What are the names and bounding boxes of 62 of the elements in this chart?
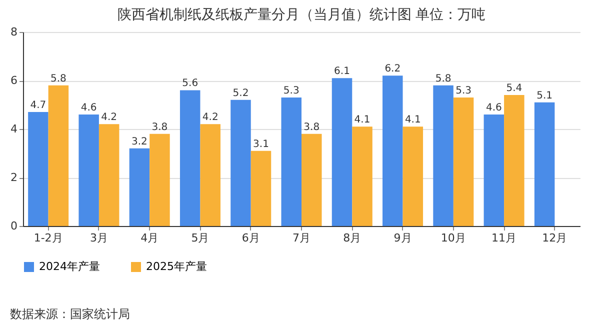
x-tick-label: 6月 — [242, 232, 260, 244]
bar — [382, 76, 403, 226]
y-tick-label: 4 — [10, 122, 18, 136]
legend-label: 2024年产量 — [39, 260, 100, 273]
data-label: 5.8 — [50, 73, 66, 84]
x-tick-label: 11月 — [492, 232, 517, 244]
data-label: 3.8 — [304, 122, 320, 133]
x-tick-label: 3月 — [90, 232, 108, 244]
x-tick-label: 12月 — [542, 232, 568, 244]
y-tick-label: 2 — [10, 171, 18, 184]
y-tick-label: 0 — [10, 220, 18, 232]
bar — [352, 126, 372, 226]
data-label: 4.2 — [101, 112, 118, 124]
bar — [453, 97, 474, 226]
bar — [230, 100, 251, 226]
data-label: 3.8 — [152, 122, 168, 133]
bar — [250, 150, 272, 226]
x-tick-label: 7月 — [292, 232, 310, 244]
bar — [98, 124, 120, 226]
bar — [534, 102, 555, 226]
data-label: 5.3 — [283, 85, 300, 96]
y-tick-label: 8 — [10, 26, 18, 38]
bar — [281, 97, 302, 226]
source-note: 数据来源：国家统计局 — [10, 307, 130, 321]
bar — [28, 112, 48, 226]
x-tick-label: 8月 — [343, 232, 362, 244]
bar — [484, 114, 504, 226]
data-label: 6.1 — [334, 66, 350, 78]
bar — [433, 85, 454, 226]
data-label: 5.8 — [435, 73, 452, 84]
bar — [150, 134, 170, 226]
x-tick-label: 1-2月 — [34, 232, 63, 244]
bar — [129, 148, 150, 226]
data-label: 6.2 — [384, 64, 401, 75]
data-label: 4.2 — [202, 112, 218, 124]
data-label: 3.2 — [132, 136, 148, 148]
bar — [302, 134, 322, 226]
bar — [180, 90, 200, 226]
data-label: 4.7 — [30, 100, 46, 112]
bar — [200, 124, 220, 226]
data-label: 3.1 — [253, 138, 269, 150]
data-label: 5.3 — [456, 85, 472, 96]
bar — [504, 95, 524, 226]
bar — [48, 85, 69, 226]
x-tick-label: 5月 — [191, 232, 210, 244]
x-tick-label: 4月 — [140, 232, 159, 244]
bar — [78, 114, 99, 226]
chart-title: 陕西省机制纸及纸板产量分月（当月值）统计图 单位：万吨 — [117, 7, 486, 23]
data-label: 4.1 — [354, 114, 370, 126]
data-label: 5.1 — [536, 90, 553, 102]
x-tick-label: 10月 — [440, 232, 466, 244]
data-label: 4.6 — [80, 102, 97, 114]
legend-label: 2025年产量 — [146, 260, 207, 273]
data-label: 4.6 — [486, 102, 502, 114]
bar — [402, 126, 424, 226]
bar — [332, 78, 352, 226]
data-label: 5.4 — [506, 83, 522, 94]
data-label: 5.6 — [182, 78, 198, 90]
y-tick-label: 6 — [10, 74, 18, 87]
data-label: 4.1 — [404, 114, 421, 126]
data-label: 5.2 — [232, 88, 249, 99]
x-tick-label: 9月 — [394, 232, 412, 244]
